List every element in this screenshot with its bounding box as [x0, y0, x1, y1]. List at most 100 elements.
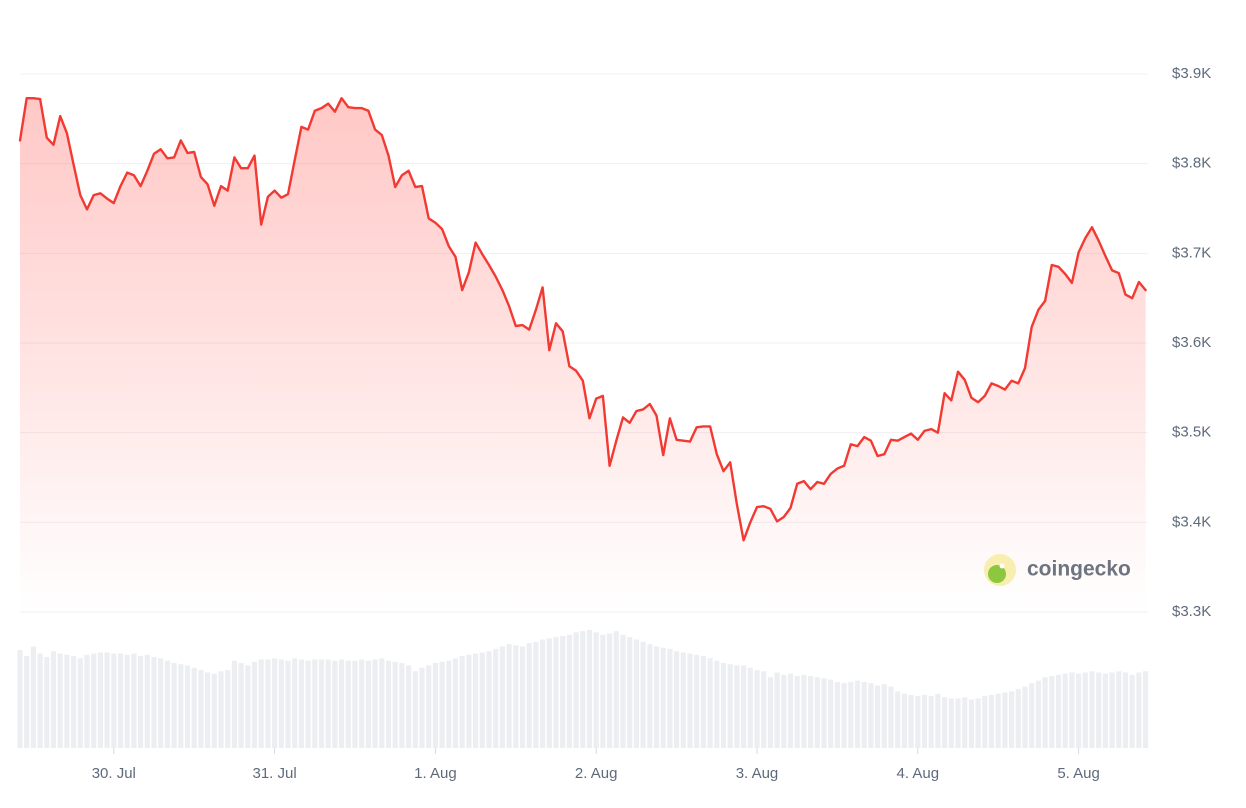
volume-bar: [821, 678, 827, 748]
volume-bar: [888, 686, 894, 748]
volume-bar: [506, 644, 512, 748]
volume-bar: [680, 652, 686, 748]
volume-bar: [1109, 672, 1115, 748]
volume-bar: [787, 673, 794, 748]
volume-bar: [298, 659, 304, 748]
y-tick-label: $3.4K: [1172, 513, 1211, 530]
volume-bar: [57, 653, 63, 748]
volume-bar: [399, 663, 405, 748]
volume-bar: [278, 659, 284, 748]
volume-bar: [653, 646, 660, 748]
volume-bar: [466, 654, 472, 748]
volume-bar: [968, 699, 974, 748]
volume-bar: [24, 655, 30, 748]
volume-bar: [318, 659, 325, 748]
volume-bar: [493, 648, 499, 748]
volume-bar: [339, 659, 345, 748]
volume-bar: [412, 671, 418, 748]
volume-bar: [1009, 691, 1015, 748]
volume-bar: [71, 655, 77, 748]
volume-bar: [1129, 674, 1135, 748]
volume-bar: [948, 698, 954, 748]
volume-bar: [231, 660, 237, 748]
volume-bar: [144, 654, 150, 748]
volume-bar: [955, 698, 961, 748]
volume-bar: [1082, 672, 1088, 748]
volume-bar: [499, 646, 505, 748]
volume-bar: [30, 646, 36, 748]
volume-bar: [580, 631, 586, 748]
volume-bar: [1042, 677, 1048, 748]
volume-bar: [37, 653, 43, 748]
volume-bar: [513, 645, 519, 748]
volume-bar: [251, 661, 258, 748]
volume-bar: [459, 655, 465, 748]
volume-bar: [747, 667, 753, 748]
volume-bar: [908, 694, 914, 748]
volume-bars: [17, 630, 1149, 748]
volume-bar: [593, 632, 599, 748]
x-tick-label: 5. Aug: [1057, 765, 1100, 782]
volume-bar: [1049, 676, 1055, 748]
volume-bar: [184, 665, 191, 748]
volume-bar: [138, 655, 144, 748]
volume-bar: [875, 685, 881, 748]
volume-bar: [1062, 673, 1068, 748]
y-tick-label: $3.7K: [1172, 244, 1211, 261]
volume-bar: [754, 670, 760, 748]
volume-bar: [104, 652, 110, 748]
volume-bar: [988, 694, 995, 748]
y-tick-label: $3.6K: [1172, 334, 1211, 351]
volume-bar: [392, 661, 398, 748]
volume-bar: [191, 667, 197, 748]
volume-bar: [1116, 671, 1122, 748]
volume-bar: [211, 673, 217, 748]
volume-bar: [44, 657, 50, 748]
volume-bar: [365, 660, 371, 748]
volume-bar: [1029, 683, 1035, 748]
volume-bar: [848, 681, 854, 748]
volume-bar: [305, 660, 311, 748]
volume-bar: [533, 641, 539, 748]
volume-bar: [741, 665, 747, 748]
volume-bar: [312, 659, 318, 748]
volume-bar: [613, 631, 619, 748]
volume-bar: [1122, 672, 1129, 748]
volume-bar: [486, 651, 492, 748]
volume-bar: [432, 663, 438, 748]
watermark: coingecko: [984, 554, 1131, 586]
volume-bar: [1143, 671, 1149, 748]
volume-bar: [1002, 692, 1008, 748]
volume-bar: [1022, 686, 1028, 748]
x-tick-label: 1. Aug: [414, 765, 457, 782]
volume-bar: [419, 667, 425, 748]
x-tick-label: 31. Jul: [252, 765, 296, 782]
price-line: [18, 97, 1147, 542]
volume-bar: [694, 654, 700, 748]
volume-bar: [479, 652, 485, 748]
volume-bar: [915, 696, 921, 748]
volume-bar: [667, 648, 673, 748]
y-tick-label: $3.8K: [1172, 155, 1211, 172]
volume-bar: [17, 650, 23, 748]
volume-bar: [834, 681, 840, 748]
volume-bar: [995, 693, 1001, 748]
x-tick-label: 30. Jul: [92, 765, 136, 782]
volume-bar: [841, 683, 847, 748]
volume-bar: [962, 697, 968, 748]
volume-bar: [647, 644, 653, 748]
volume-bar: [720, 663, 727, 748]
watermark-eye: [999, 563, 1005, 569]
volume-bar: [1076, 673, 1082, 748]
watermark-text: coingecko: [1027, 558, 1131, 581]
volume-bar: [566, 634, 572, 748]
volume-bar: [50, 651, 57, 748]
volume-bar: [901, 693, 907, 748]
volume-bar: [600, 634, 606, 748]
volume-bar: [633, 639, 639, 748]
volume-bar: [84, 654, 90, 748]
volume-bar: [245, 665, 251, 748]
volume-bar: [540, 639, 546, 748]
x-tick-label: 2. Aug: [575, 765, 618, 782]
